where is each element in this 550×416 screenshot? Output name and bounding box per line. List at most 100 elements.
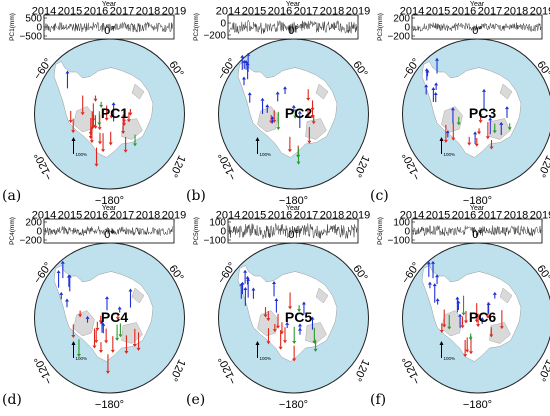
uplift-station-arrow-head <box>272 119 277 123</box>
x-axis-title: Year <box>102 205 117 212</box>
y-tick-label: −200 <box>19 236 42 247</box>
uplift-station-arrow-head <box>124 350 129 354</box>
x-axis-title: Year <box>286 1 301 8</box>
uplift-station-arrow-head <box>489 334 494 338</box>
ice-shelf <box>499 287 513 304</box>
y-tick-label: 0 <box>36 227 42 238</box>
uplift-station-arrow-head <box>266 341 271 345</box>
subsidence-station-arrow-head <box>275 91 280 95</box>
minor-station-arrow-head <box>97 122 102 126</box>
year-tick-label: 2014 <box>400 6 424 18</box>
pc-time-series-line <box>44 226 174 236</box>
y-tick-label: 200 <box>393 14 410 25</box>
subsidence-station-arrow-head <box>128 288 133 292</box>
scale-label: 100% <box>260 152 272 157</box>
uplift-station-arrow-head <box>306 97 311 101</box>
uplift-station-arrow-head <box>104 117 109 121</box>
pc-map-label: PC6 <box>469 309 496 325</box>
minor-station-arrow-head <box>118 334 123 338</box>
pc-time-series-line <box>228 223 358 239</box>
year-tick-label: 2016 <box>84 210 108 222</box>
subsidence-station-arrow-head <box>435 57 440 61</box>
ice-shelf <box>499 83 513 100</box>
subsidence-station-arrow-head <box>243 286 248 290</box>
y-tick-label: 0 <box>220 227 226 238</box>
scale-arrow-head <box>71 341 76 345</box>
uplift-station-arrow-head <box>71 335 76 339</box>
uplift-station-arrow-head <box>311 121 316 125</box>
y-tick-label: −200 <box>387 32 410 43</box>
subsidence-station-arrow-head <box>480 317 485 321</box>
uplift-station-arrow-head <box>108 142 113 146</box>
pc-time-series-line <box>412 225 542 237</box>
x-axis-title: Year <box>102 1 117 8</box>
subsidence-station-arrow-head <box>431 87 436 91</box>
subsidence-station-arrow-head <box>499 121 504 125</box>
map-label-180deg: −180° <box>279 399 308 411</box>
subsidence-station-arrow-head <box>291 104 296 108</box>
uplift-station-arrow-head <box>95 327 100 331</box>
subsidence-station-arrow-head <box>297 110 302 114</box>
subsidence-station-arrow-head <box>455 296 460 300</box>
map-label-0deg: 0° <box>472 229 483 241</box>
pc-map-label: PC2 <box>285 105 312 121</box>
year-tick-label: 2019 <box>346 210 370 222</box>
map-label-0deg: 0° <box>104 25 115 37</box>
subsidence-station-arrow-head <box>67 274 72 278</box>
minor-station-arrow-head <box>478 113 483 117</box>
map-label-0deg: 0° <box>288 229 299 241</box>
subsidence-station-arrow-head <box>117 306 122 310</box>
uplift-station-arrow-head <box>97 127 102 131</box>
y-tick-label: 100 <box>209 218 226 229</box>
subsidence-station-arrow-head <box>424 84 429 88</box>
uplift-station-arrow-head <box>92 345 97 349</box>
year-tick-label: 2015 <box>242 6 266 18</box>
map-label-180deg: −180° <box>95 399 124 411</box>
subsidence-station-arrow-head <box>265 104 270 108</box>
year-tick-label: 2016 <box>452 210 476 222</box>
uplift-station-arrow-head <box>115 317 120 321</box>
ice-shelf <box>305 118 327 140</box>
uplift-station-arrow-head <box>276 325 281 329</box>
subsidence-station-arrow-head <box>244 60 249 64</box>
scale-label: 100% <box>260 356 272 361</box>
subsidence-station-arrow-head <box>272 280 277 284</box>
y-axis-title: PC1(mm) <box>9 13 16 41</box>
uplift-station-arrow-head <box>278 346 283 350</box>
uplift-station-arrow-head <box>477 131 482 135</box>
year-tick-label: 2018 <box>136 6 160 18</box>
uplift-station-arrow-head <box>463 320 468 324</box>
y-tick-label: 500 <box>25 14 42 25</box>
uplift-station-arrow-head <box>499 326 504 330</box>
subsidence-station-arrow-head <box>424 68 429 72</box>
uplift-station-arrow-head <box>78 314 83 318</box>
uplift-station-arrow-head <box>442 324 447 328</box>
map-label-180deg: −180° <box>95 195 124 207</box>
uplift-station-arrow-head <box>123 149 128 153</box>
pc-time-series-line <box>228 19 358 35</box>
uplift-station-arrow-head <box>468 351 473 355</box>
y-tick-label: −200 <box>203 31 226 42</box>
y-tick-label: −500 <box>19 32 42 43</box>
subsidence-station-arrow-head <box>473 131 478 135</box>
ice-shelf <box>121 118 143 140</box>
uplift-station-arrow-head <box>485 315 490 319</box>
uplift-station-arrow-head <box>292 358 297 362</box>
year-tick-label: 2015 <box>58 6 82 18</box>
uplift-station-arrow-head <box>89 140 94 144</box>
uplift-station-arrow-head <box>288 306 293 310</box>
year-tick-label: 2014 <box>32 210 56 222</box>
uplift-station-arrow-head <box>104 340 109 344</box>
year-tick-label: 2015 <box>58 210 82 222</box>
minor-station-arrow-head <box>293 115 298 119</box>
uplift-station-arrow-head <box>307 140 312 144</box>
minor-station-arrow-head <box>492 130 497 134</box>
panel-letter: (f) <box>370 392 386 408</box>
subsidence-station-arrow-head <box>241 76 246 80</box>
subsidence-station-arrow-head <box>435 274 440 278</box>
scale-label: 100% <box>76 356 88 361</box>
year-tick-label: 2017 <box>110 6 134 18</box>
ice-shelf <box>131 287 145 304</box>
